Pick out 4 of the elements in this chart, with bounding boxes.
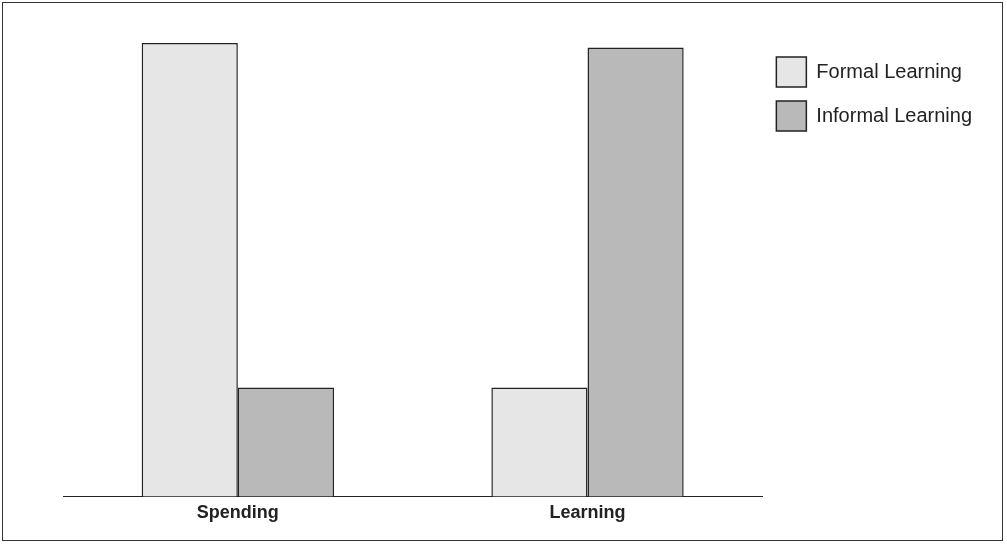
legend-label: Informal Learning <box>816 103 973 126</box>
x-tick-label: Learning <box>549 502 626 523</box>
x-tick-label: Spending <box>196 502 279 523</box>
legend-label: Formal Learning <box>816 59 962 82</box>
